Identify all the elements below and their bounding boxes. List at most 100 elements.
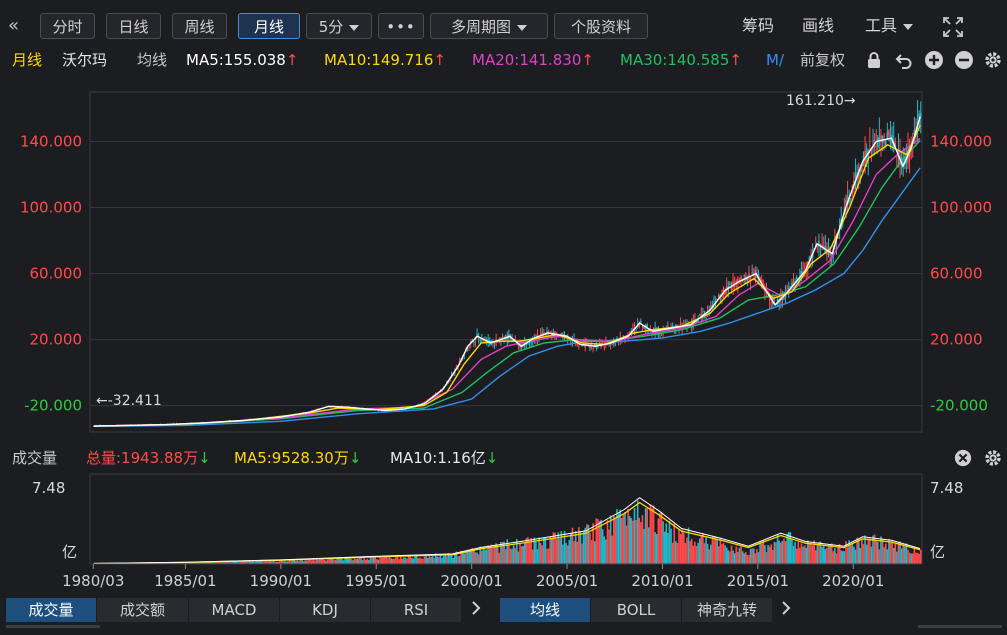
tab-turnover[interactable]: 成交额 (97, 598, 189, 622)
volume-bar (792, 546, 795, 564)
chips-button[interactable]: 筹码 (742, 16, 775, 35)
tab-magic-nine[interactable]: 神奇九转 (682, 598, 773, 622)
kline-body (835, 243, 838, 245)
volume-bar (250, 561, 253, 564)
tab-daily[interactable]: 日线 (106, 13, 161, 39)
tabs-scrollbar[interactable] (6, 625, 100, 628)
volume-bar (531, 549, 534, 564)
volume-bar (795, 548, 798, 564)
zoom-out-icon[interactable] (954, 50, 974, 70)
kline-body (697, 319, 699, 322)
volume-bar (436, 556, 439, 564)
lock-icon[interactable] (864, 50, 884, 70)
kline-body (452, 374, 455, 376)
volume-bar (891, 541, 893, 564)
volume-bar (473, 550, 475, 564)
volume-bar (835, 553, 838, 564)
volume-bar (275, 561, 278, 564)
kline-body (748, 273, 750, 278)
tab-kdj[interactable]: KDJ (280, 598, 371, 622)
tab-macd[interactable]: MACD (189, 598, 280, 622)
tab-boll[interactable]: BOLL (591, 598, 682, 622)
tab-rsi[interactable]: RSI (371, 598, 462, 622)
volume-bar (406, 558, 408, 564)
tab-volume[interactable]: 成交量 (6, 598, 97, 622)
price-tick-label: -20.000 (24, 397, 82, 415)
volume-bar (541, 545, 544, 564)
kline-body (579, 343, 582, 344)
kline-body (541, 332, 544, 334)
kline-body (865, 149, 868, 155)
tab-intraday[interactable]: 分时 (40, 13, 95, 39)
volume-settings-gear-icon[interactable] (983, 448, 1003, 468)
tab-weekly[interactable]: 周线 (172, 13, 227, 39)
settings-gear-icon[interactable] (983, 50, 1003, 70)
kline-body (509, 337, 512, 339)
interval-dropdown[interactable]: 5分 (306, 13, 372, 39)
volume-bar (477, 554, 480, 564)
volume-bar (358, 557, 361, 564)
draw-line-button[interactable]: 画线 (802, 16, 835, 35)
moving-average-lines (93, 116, 921, 428)
volume-bar (161, 562, 163, 564)
volume-bar (592, 523, 594, 564)
volume-bar (395, 557, 397, 564)
tab-ma-overlay[interactable]: 均线 (500, 598, 591, 622)
volume-bar (910, 553, 912, 564)
volume-bar (336, 558, 338, 564)
collapse-sidebar-button[interactable]: « (8, 15, 20, 36)
volume-bar (638, 517, 641, 564)
kline-body (710, 305, 712, 307)
volume-bar (261, 561, 264, 564)
volume-bar (264, 561, 267, 564)
volume-bar (525, 538, 528, 564)
multi-period-dropdown[interactable]: 多周期图 (430, 13, 548, 39)
volume-bar (811, 545, 814, 564)
volume-bar (506, 539, 509, 564)
volume-bar (207, 561, 210, 564)
volume-bar (560, 531, 563, 564)
volume-bar (460, 550, 462, 564)
volume-bar (390, 558, 392, 564)
kline-body (784, 294, 787, 298)
close-volume-panel-icon[interactable] (954, 449, 972, 467)
ma-label[interactable]: 均线 (137, 51, 168, 69)
tabs-scroll-right-button[interactable] (464, 598, 489, 622)
more-button[interactable]: ••• (378, 13, 424, 39)
volume-bar (347, 557, 350, 564)
volume-bar (864, 535, 866, 564)
volume-bar (808, 544, 811, 564)
volume-bar (881, 538, 884, 564)
volume-bar (504, 549, 507, 564)
volume-bar (676, 542, 679, 564)
volume-bar (307, 558, 310, 564)
volume-bar (741, 551, 744, 564)
volume-bar (234, 561, 237, 564)
stock-info-button[interactable]: 个股资料 (554, 13, 648, 39)
tab-monthly[interactable]: 月线 (238, 13, 300, 39)
volume-bar (832, 551, 835, 564)
volume-bar (803, 545, 806, 564)
volume-bar (509, 548, 512, 564)
tools-dropdown[interactable]: 工具 (865, 13, 914, 39)
kline-body (838, 224, 841, 227)
toolbar: « 分时 日线 周线 月线 5分 ••• 多周期图 个股资料 筹码 画线 工具 (0, 0, 1007, 44)
fullscreen-icon[interactable] (942, 16, 964, 38)
zoom-in-icon[interactable] (924, 50, 944, 70)
volume-bar (495, 543, 497, 564)
volume-bar (403, 557, 405, 564)
overlay-tabs-scrollbar[interactable] (918, 625, 1002, 628)
adjust-mode-button[interactable]: 前复权 (800, 51, 846, 69)
undo-icon[interactable] (894, 50, 914, 70)
volume-bar (368, 559, 370, 564)
kline-body (896, 156, 898, 158)
volume-bar (598, 520, 601, 564)
volume-bar (334, 559, 337, 564)
volume-bar (318, 558, 321, 564)
kline-body (797, 280, 800, 283)
kline-body (549, 331, 552, 333)
overlay-tabs-scroll-right-button[interactable] (774, 598, 799, 622)
kline-chart[interactable]: 140.000 100.000 60.000 20.000 -20.000 140.00… (0, 74, 1007, 597)
volume-bar (775, 542, 777, 564)
volume-bar (333, 559, 335, 564)
